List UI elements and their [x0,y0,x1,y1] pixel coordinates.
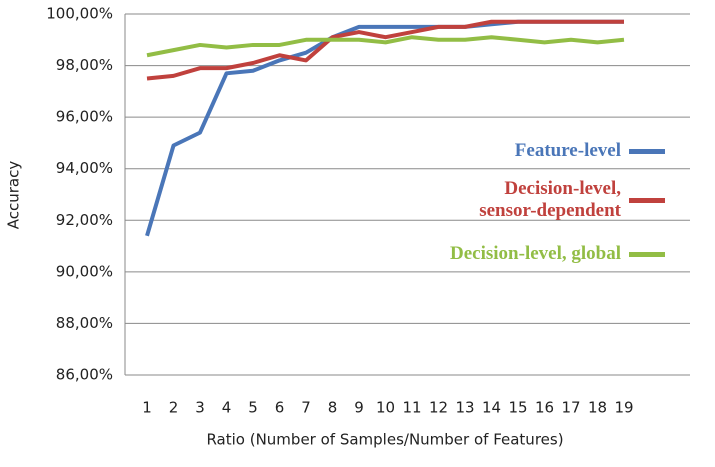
x-tick-label: 17 [561,399,580,417]
y-tick-label: 86,00% [56,366,113,384]
y-axis-title: Accuracy [5,161,23,230]
legend-label: Decision-level, sensor-dependent [479,178,621,221]
x-tick-label: 6 [275,399,285,417]
legend-item: Decision-level, sensor-dependent [446,178,665,222]
legend-item: Decision-level, global [450,243,665,265]
y-tick-label: 98,00% [56,56,113,74]
legend-label: Decision-level, global [450,243,621,264]
x-tick-label: 8 [328,399,338,417]
y-tick-label: 90,00% [56,262,113,280]
y-tick-label: 88,00% [56,314,113,332]
x-tick-label: 18 [588,399,607,417]
x-tick-label: 3 [195,399,205,417]
x-tick-label: 2 [169,399,179,417]
legend-item: Feature-level [515,140,665,162]
y-tick-label: 94,00% [56,159,113,177]
x-tick-label: 15 [508,399,527,417]
x-tick-label: 12 [429,399,448,417]
legend-swatch [629,148,665,154]
legend-swatch [629,197,665,203]
y-tick-label: 92,00% [56,211,113,229]
y-tick-label: 100,00% [46,5,113,23]
x-tick-label: 13 [455,399,474,417]
x-tick-label: 1 [142,399,152,417]
x-tick-label: 11 [402,399,421,417]
x-tick-label: 4 [222,399,232,417]
x-tick-label: 7 [301,399,311,417]
legend-swatch [629,251,665,257]
x-axis-title: Ratio (Number of Samples/Number of Featu… [206,431,563,449]
x-tick-label: 10 [376,399,395,417]
series-line [146,35,625,58]
y-tick-label: 96,00% [56,108,113,126]
x-tick-label: 5 [248,399,258,417]
legend-label: Feature-level [514,140,621,161]
x-tick-label: 9 [354,399,364,417]
series-line [146,19,624,81]
x-tick-label: 14 [482,399,501,417]
x-tick-label: 16 [535,399,554,417]
x-tick-label: 19 [614,399,633,417]
